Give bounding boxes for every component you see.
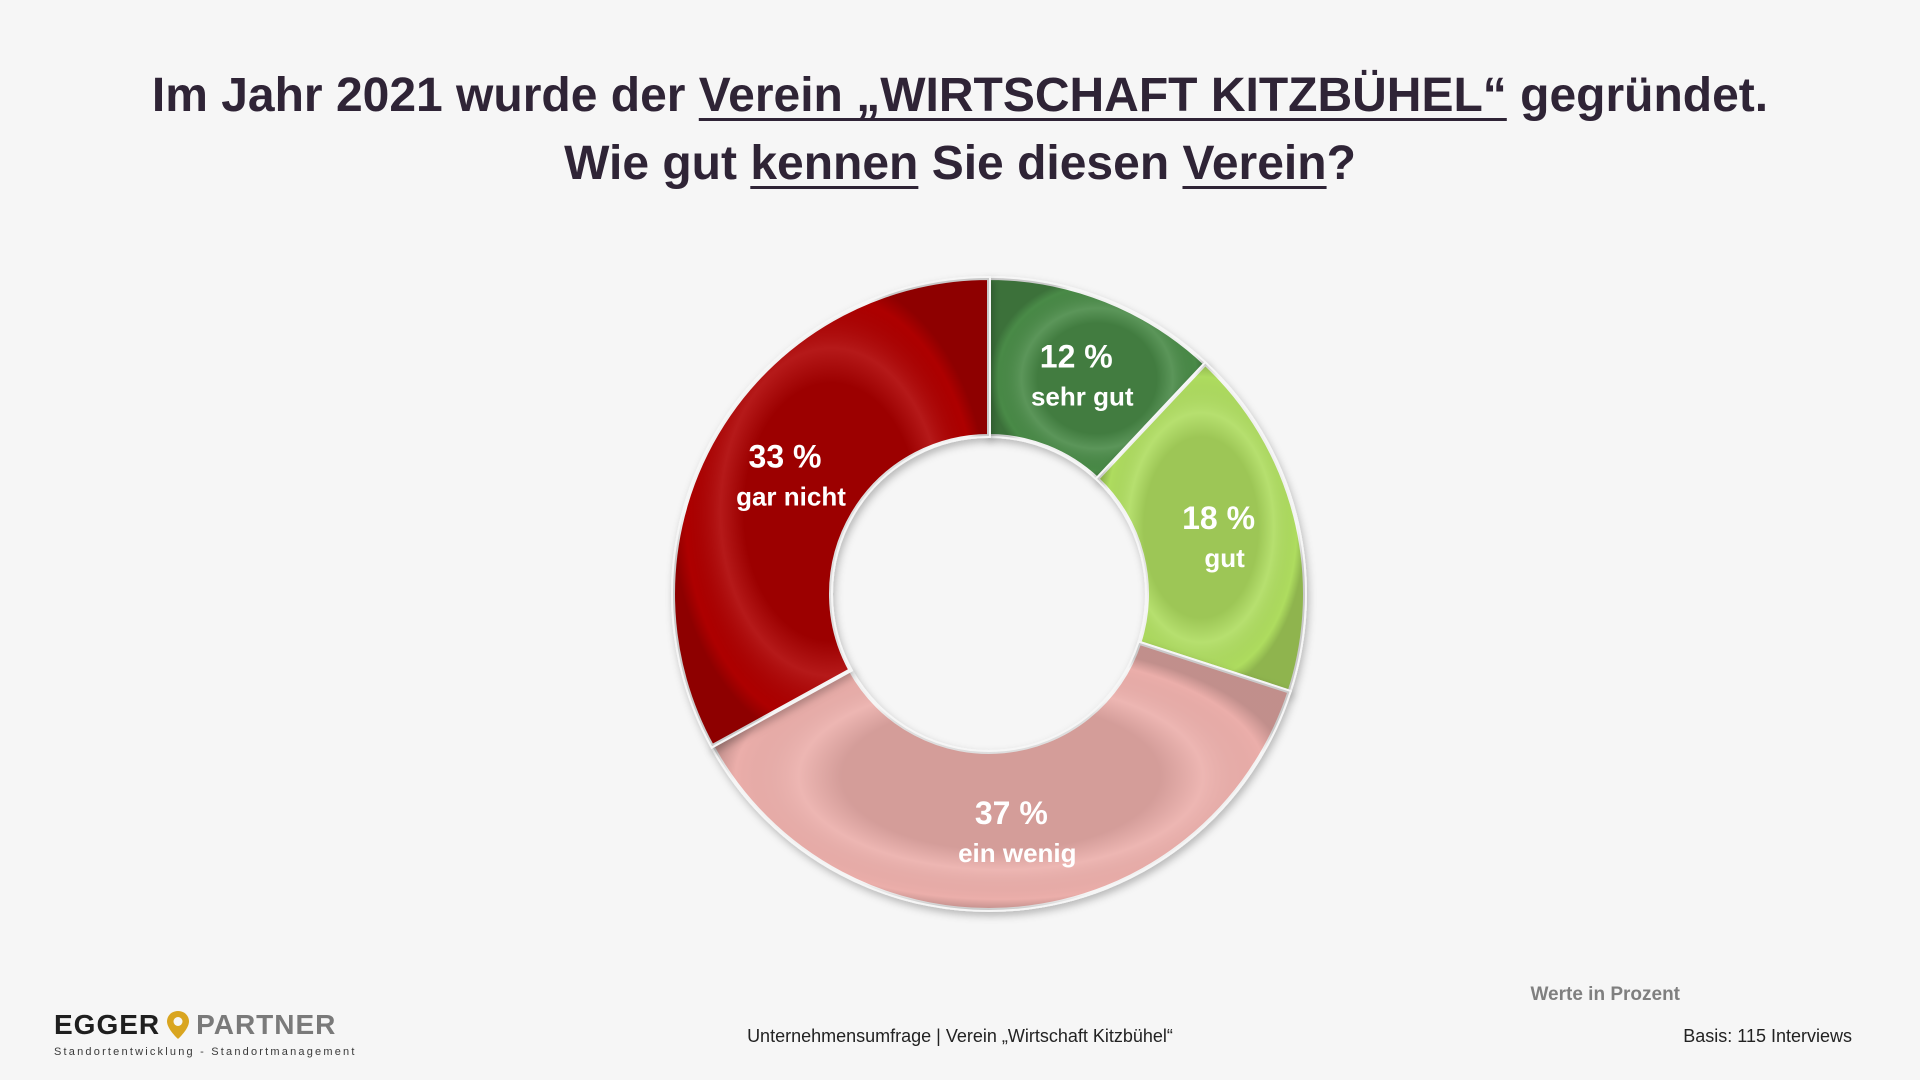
title-line-1: Im Jahr 2021 wurde der Verein „WIRTSCHAF… [0,62,1920,130]
title-line-2-part-1: kennen [750,137,919,190]
value-label-sehr-gut: 12 % [1040,339,1113,375]
logo-word-1: EGGER [54,1009,161,1040]
donut-labels: 12 % sehr gut 18 % gut 37 % ein wenig 33 % gar … [736,339,1255,868]
value-label-gar-nicht: 33 % [749,438,822,474]
donut-chart: 12 % sehr gut 18 % gut 37 % ein wenig 33 % gar … [671,275,1307,912]
logo-wordmark: EGGER PARTNER [54,1008,337,1042]
logo-tagline: Standortentwicklung - Standortmanagement [54,1046,357,1058]
category-label-sehr-gut: sehr gut [1031,382,1134,412]
location-pin-icon [166,1010,190,1040]
title-line-1-part-1: Verein „WIRTSCHAFT KITZBÜHEL“ [698,69,1507,122]
title-line-2-part-3: Verein [1182,137,1327,190]
value-label-gut: 18 % [1182,500,1255,536]
category-label-ein-wenig: ein wenig [958,838,1076,868]
slice-shading-gar-nicht [673,278,989,747]
slice-shading-ein-wenig [712,642,1290,911]
value-label-ein-wenig: 37 % [975,795,1048,831]
company-logo: EGGER PARTNER Standortentwicklung - Stan… [54,1008,357,1058]
page-title: Im Jahr 2021 wurde der Verein „WIRTSCHAF… [0,62,1920,198]
title-line-1-part-0: Im Jahr 2021 wurde der [151,69,699,122]
category-label-gar-nicht: gar nicht [736,481,846,511]
logo-word-2: PARTNER [196,1009,337,1040]
title-line-2-part-4: ? [1326,137,1356,190]
title-line-2: Wie gut kennen Sie diesen Verein? [0,130,1920,198]
title-line-2-part-0: Wie gut [564,137,751,190]
slice-shading-sehr-gut [989,278,1206,479]
category-label-gut: gut [1204,543,1245,573]
title-line-1-part-2: gegründet. [1506,69,1769,122]
donut-slices [671,275,1307,912]
base-note: Basis: 115 Interviews [1683,1026,1852,1046]
title-line-2-part-2: Sie diesen [918,137,1183,190]
slice-shading-gut [1097,363,1305,692]
units-note: Werte in Prozent [1530,984,1680,1005]
source-note: Unternehmensumfrage | Verein „Wirtschaft… [747,1026,1173,1046]
